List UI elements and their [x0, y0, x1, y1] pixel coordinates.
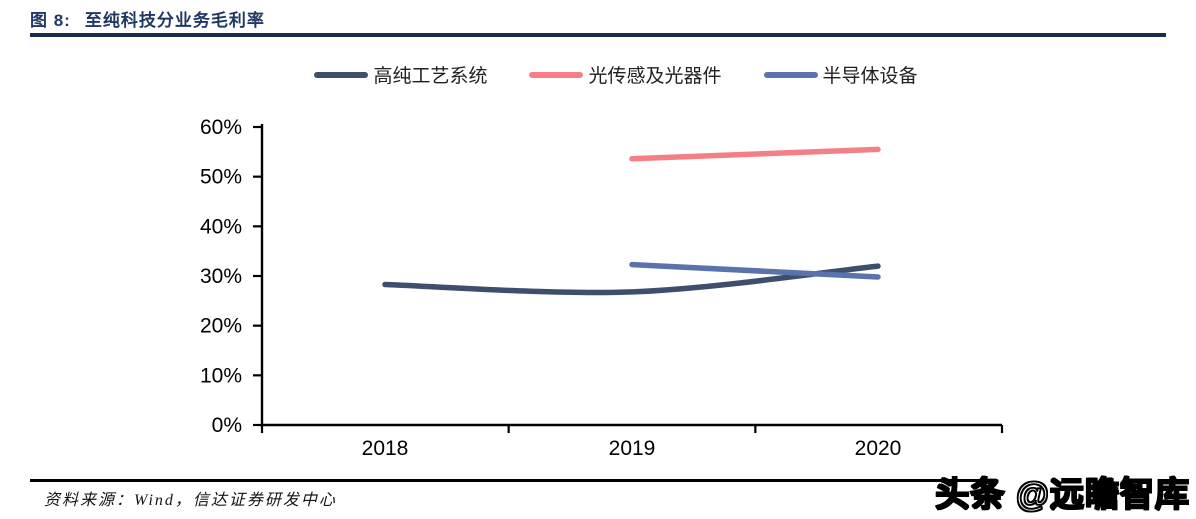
figure-title: 图 8: 至纯科技分业务毛利率	[30, 6, 265, 31]
y-tick-label: 60%	[200, 116, 242, 139]
watermark: 头条 @远瞻智库	[935, 475, 1190, 515]
bottom-divider	[30, 479, 988, 482]
legend-label: 半导体设备	[822, 66, 918, 87]
legend-marker-icon	[529, 71, 584, 78]
y-tick-label: 50%	[200, 166, 242, 189]
title-divider	[30, 33, 1166, 37]
y-tick-label: 30%	[200, 265, 242, 288]
x-tick-label: 2019	[609, 437, 656, 460]
y-tick-label: 10%	[200, 364, 242, 387]
figure-number-label: 图 8:	[30, 11, 71, 30]
axis-lines	[260, 124, 1002, 427]
legend-item-1: 光传感及光器件	[529, 61, 722, 88]
legend-item-2: 半导体设备	[763, 61, 918, 88]
series-line-2	[629, 261, 881, 280]
legend-marker-icon	[314, 71, 369, 78]
series-line-1	[629, 146, 881, 162]
legend-marker-icon	[763, 71, 818, 78]
y-tick-label: 20%	[200, 315, 242, 338]
legend-label: 高纯工艺系统	[373, 66, 488, 87]
y-tick-label: 40%	[200, 215, 242, 238]
x-tick-label: 2018	[362, 437, 409, 460]
x-tick-label: 2020	[855, 437, 902, 460]
y-tick-label: 0%	[212, 414, 242, 437]
series-line-0	[382, 263, 881, 296]
source-note: 资料来源：Wind，信达证券研发中心	[44, 492, 337, 509]
legend-label: 光传感及光器件	[588, 66, 722, 87]
figure-title-text: 至纯科技分业务毛利率	[84, 11, 265, 30]
legend-item-0: 高纯工艺系统	[314, 61, 487, 88]
legend: 高纯工艺系统 光传感及光器件 半导体设备	[0, 61, 1196, 88]
